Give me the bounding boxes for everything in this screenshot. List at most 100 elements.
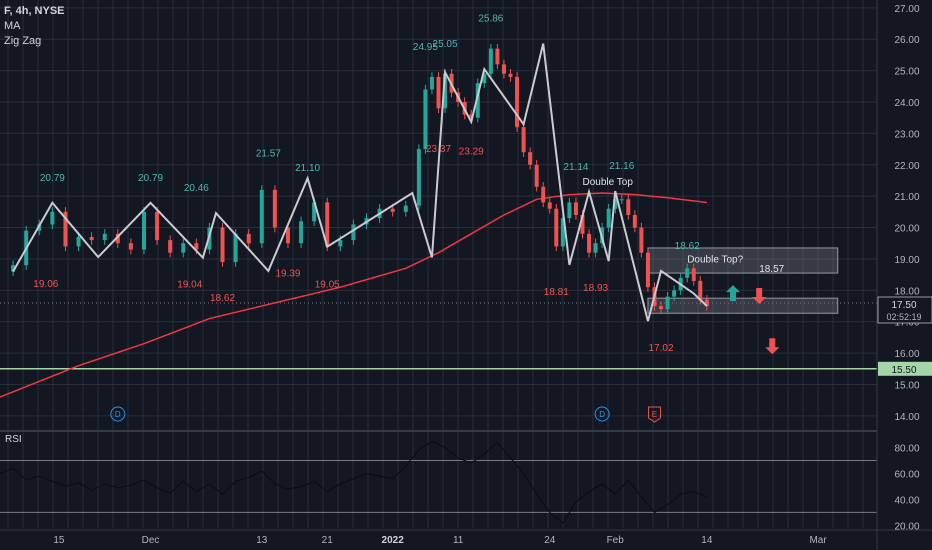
rsi-tick: 60.00 — [894, 470, 919, 481]
low-label: 17.02 — [649, 343, 674, 354]
earnings-marker-label: E — [652, 410, 657, 419]
low-label: 19.39 — [275, 269, 300, 280]
candle-body — [390, 208, 395, 212]
candle-body — [672, 290, 677, 297]
low-label: 19.05 — [315, 279, 340, 290]
high-label: 24.95 — [413, 42, 438, 53]
price-tick: 25.00 — [894, 67, 919, 78]
annotation-text: Double Top? — [687, 255, 743, 266]
high-label: 20.79 — [138, 173, 163, 184]
last-price-value: 17.50 — [891, 300, 916, 311]
candle-body — [89, 236, 94, 241]
candle-body — [76, 236, 81, 247]
annotations-layer: Double Top Double Top? 18.57 D D E — [110, 177, 785, 423]
candle-body — [508, 73, 513, 77]
low-label: 18.81 — [544, 287, 569, 298]
symbol-title[interactable]: F, 4h, NYSE — [4, 5, 65, 17]
candle-body — [50, 211, 55, 225]
candle-body — [665, 296, 670, 310]
dividend-marker-label: D — [599, 410, 605, 419]
time-tick: 11 — [453, 535, 464, 546]
candle-body — [141, 211, 146, 250]
annotation-text: 18.57 — [759, 264, 784, 275]
price-tick: 27.00 — [894, 4, 919, 15]
candle-body — [547, 202, 552, 209]
rsi-tick: 80.00 — [894, 444, 919, 455]
candle-body — [698, 280, 703, 300]
time-tick: 15 — [53, 535, 65, 546]
annotation-text: Double Top — [582, 177, 633, 188]
zone-rect — [647, 297, 839, 314]
zone-rect — [647, 247, 839, 274]
candle-body — [541, 186, 546, 203]
candle-body — [475, 83, 480, 118]
time-tick: Mar — [809, 535, 827, 546]
candle-body — [115, 233, 120, 244]
rsi-tick: 20.00 — [894, 521, 919, 532]
candle-body — [423, 89, 428, 150]
high-label: 25.05 — [433, 39, 458, 50]
high-label: 21.10 — [295, 163, 320, 174]
indicator-ma-label[interactable]: MA — [4, 20, 21, 32]
low-label: 18.62 — [210, 293, 235, 304]
ma-line — [0, 192, 707, 398]
hline-badge-label: 15.50 — [891, 365, 916, 376]
price-tick: 23.00 — [894, 129, 919, 140]
arrow-down-icon — [752, 288, 767, 305]
candle-body — [338, 240, 343, 247]
dividend-marker-label: D — [115, 410, 121, 419]
dividend-marker-icon — [594, 406, 610, 422]
arrow-up-icon — [726, 285, 741, 302]
rsi-line — [0, 440, 708, 524]
dividend-marker-icon — [110, 406, 126, 422]
countdown-timer: 02:52:19 — [886, 312, 921, 322]
candle-body — [63, 211, 68, 247]
candle-body — [429, 76, 434, 90]
high-label: 21.14 — [563, 162, 588, 173]
candle-body — [259, 189, 264, 244]
price-tick: 26.00 — [894, 35, 919, 46]
candle-body — [246, 233, 251, 244]
candle-body — [469, 114, 474, 118]
zigzag-labels-layer: 20.79 19.06 20.79 19.04 20.46 18.62 21.57 19.39… — [33, 14, 700, 354]
time-tick: Dec — [142, 535, 160, 546]
candle-body — [691, 268, 696, 281]
earnings-marker-icon — [647, 406, 661, 423]
time-tick: 24 — [544, 535, 556, 546]
low-label: 19.04 — [177, 280, 202, 291]
rsi-label[interactable]: RSI — [5, 434, 22, 445]
time-tick: 13 — [256, 535, 268, 546]
time-tick: 14 — [701, 535, 713, 546]
candle-body — [181, 243, 186, 253]
candle-body — [11, 265, 16, 272]
price-tick: 20.00 — [894, 224, 919, 235]
candle-body — [488, 48, 493, 74]
indicator-zigzag-label[interactable]: Zig Zag — [4, 35, 42, 47]
rsi-tick: 40.00 — [894, 495, 919, 506]
price-axis-bg — [877, 0, 932, 550]
candle-body — [416, 149, 421, 206]
candle-body — [102, 233, 107, 241]
candle-body — [619, 199, 624, 201]
candle-body — [626, 199, 631, 215]
time-tick: 2022 — [382, 535, 405, 546]
candle-body — [567, 202, 572, 219]
candle-body — [645, 252, 650, 288]
candle-body — [632, 215, 637, 228]
candle-body — [128, 243, 133, 250]
price-tick: 24.00 — [894, 98, 919, 109]
candle-body — [639, 227, 644, 253]
low-label: 19.06 — [33, 279, 58, 290]
low-label: 23.29 — [459, 146, 484, 157]
candle-body — [580, 215, 585, 234]
high-label: 25.86 — [478, 14, 503, 25]
arrow-down-icon — [765, 338, 780, 355]
candle-body — [482, 73, 487, 84]
price-tick: 19.00 — [894, 255, 919, 266]
candle-body — [521, 127, 526, 153]
chart-legend: F, 4h, NYSE MA Zig Zag — [4, 4, 65, 49]
candle-body — [659, 306, 664, 310]
candle-body — [593, 243, 598, 253]
